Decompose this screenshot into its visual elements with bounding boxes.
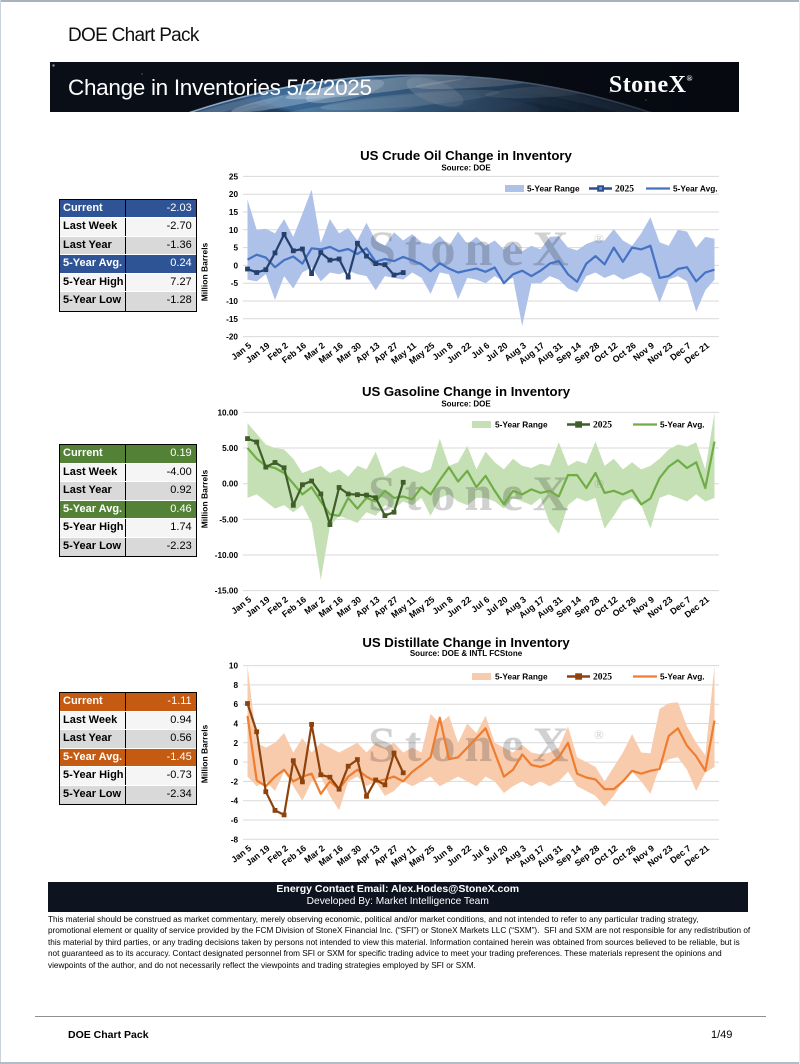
svg-text:US Crude Oil Change in Invento: US Crude Oil Change in Inventory <box>360 148 572 163</box>
svg-text:®: ® <box>594 727 604 742</box>
svg-text:0: 0 <box>233 261 238 270</box>
svg-text:6: 6 <box>233 700 238 709</box>
svg-text:Million Barrels: Million Barrels <box>200 242 210 301</box>
svg-text:-4: -4 <box>231 797 239 806</box>
svg-text:2025: 2025 <box>593 673 612 683</box>
svg-text:5-Year Range: 5-Year Range <box>495 672 548 682</box>
svg-text:5-Year Range: 5-Year Range <box>495 420 548 430</box>
svg-text:5-Year Avg.: 5-Year Avg. <box>673 184 718 194</box>
svg-text:US Gasoline Change in Inventor: US Gasoline Change in Inventory <box>362 384 571 399</box>
svg-text:15: 15 <box>229 208 239 217</box>
svg-text:Million Barrels: Million Barrels <box>200 469 210 528</box>
svg-text:US Distillate Change in Invent: US Distillate Change in Inventory <box>362 635 570 650</box>
svg-text:-8: -8 <box>231 835 239 844</box>
svg-text:4: 4 <box>233 720 238 729</box>
svg-text:®: ® <box>594 476 604 491</box>
svg-text:-2: -2 <box>231 777 239 786</box>
svg-text:Source: DOE & INTL FCStone: Source: DOE & INTL FCStone <box>410 649 523 658</box>
svg-text:-5: -5 <box>231 279 239 288</box>
svg-text:StoneX: StoneX <box>368 716 578 772</box>
svg-text:0.00: 0.00 <box>222 480 238 489</box>
svg-text:5-Year Avg.: 5-Year Avg. <box>660 672 705 682</box>
svg-text:-15: -15 <box>226 315 238 324</box>
svg-text:®: ® <box>594 231 604 246</box>
svg-text:Million Barrels: Million Barrels <box>200 724 210 783</box>
svg-text:25: 25 <box>229 172 239 181</box>
svg-text:5: 5 <box>233 244 238 253</box>
svg-text:-10: -10 <box>226 297 238 306</box>
svg-text:2025: 2025 <box>615 185 634 195</box>
svg-text:Source: DOE: Source: DOE <box>441 400 491 409</box>
svg-text:10: 10 <box>229 662 239 671</box>
svg-text:-6: -6 <box>231 816 239 825</box>
svg-text:10: 10 <box>229 226 239 235</box>
svg-text:8: 8 <box>233 681 238 690</box>
svg-text:10.00: 10.00 <box>218 408 239 417</box>
svg-text:0: 0 <box>233 758 238 767</box>
svg-text:2025: 2025 <box>593 421 612 431</box>
svg-text:-15.00: -15.00 <box>215 587 239 596</box>
svg-text:20: 20 <box>229 190 239 199</box>
svg-text:5.00: 5.00 <box>222 444 238 453</box>
svg-text:-20: -20 <box>226 333 238 342</box>
svg-text:5-Year Avg.: 5-Year Avg. <box>660 420 705 430</box>
svg-text:2: 2 <box>233 739 238 748</box>
svg-text:5-Year Range: 5-Year Range <box>527 184 580 194</box>
svg-text:-5.00: -5.00 <box>219 515 238 524</box>
svg-text:-10.00: -10.00 <box>215 551 239 560</box>
svg-text:StoneX: StoneX <box>368 220 578 276</box>
svg-text:Source: DOE: Source: DOE <box>441 164 491 173</box>
